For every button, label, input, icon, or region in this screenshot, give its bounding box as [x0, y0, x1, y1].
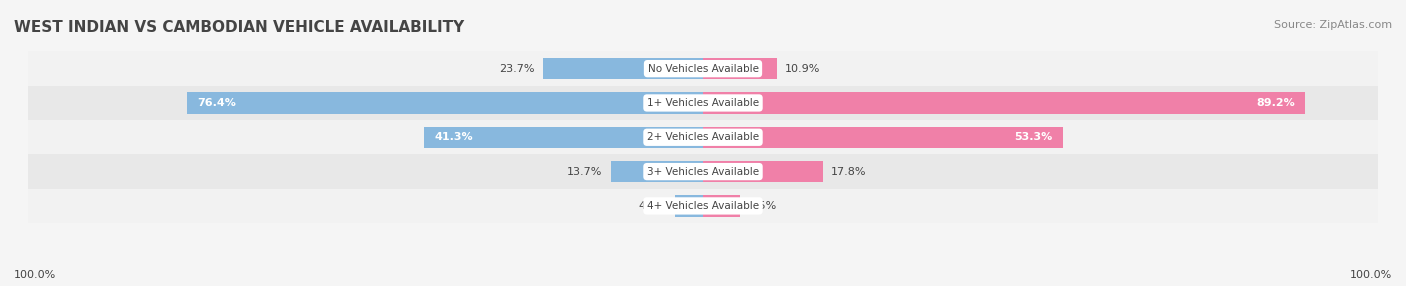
Text: 5.5%: 5.5% [748, 201, 776, 211]
Text: No Vehicles Available: No Vehicles Available [648, 64, 758, 74]
Bar [703, 195, 740, 217]
Bar [28, 154, 1378, 189]
Bar [543, 58, 703, 79]
Text: 2+ Vehicles Available: 2+ Vehicles Available [647, 132, 759, 142]
Text: 41.3%: 41.3% [434, 132, 472, 142]
Text: 100.0%: 100.0% [1350, 270, 1392, 280]
Text: 1+ Vehicles Available: 1+ Vehicles Available [647, 98, 759, 108]
Text: 89.2%: 89.2% [1256, 98, 1295, 108]
Text: 76.4%: 76.4% [197, 98, 236, 108]
Bar [28, 51, 1378, 86]
Legend: West Indian, Cambodian: West Indian, Cambodian [595, 283, 811, 286]
Bar [703, 92, 1305, 114]
Bar [675, 195, 703, 217]
Text: 3+ Vehicles Available: 3+ Vehicles Available [647, 167, 759, 176]
Bar [610, 161, 703, 182]
Text: 17.8%: 17.8% [831, 167, 866, 176]
Bar [28, 120, 1378, 154]
Bar [28, 189, 1378, 223]
Bar [703, 58, 776, 79]
Bar [703, 127, 1063, 148]
Text: 4.2%: 4.2% [638, 201, 666, 211]
Text: 4+ Vehicles Available: 4+ Vehicles Available [647, 201, 759, 211]
Text: 53.3%: 53.3% [1014, 132, 1053, 142]
Text: WEST INDIAN VS CAMBODIAN VEHICLE AVAILABILITY: WEST INDIAN VS CAMBODIAN VEHICLE AVAILAB… [14, 20, 464, 35]
Bar [703, 161, 823, 182]
Bar [187, 92, 703, 114]
Text: Source: ZipAtlas.com: Source: ZipAtlas.com [1274, 20, 1392, 30]
Text: 23.7%: 23.7% [499, 64, 534, 74]
Bar [425, 127, 703, 148]
Text: 100.0%: 100.0% [14, 270, 56, 280]
Text: 13.7%: 13.7% [567, 167, 602, 176]
Text: 10.9%: 10.9% [785, 64, 820, 74]
Bar [28, 86, 1378, 120]
